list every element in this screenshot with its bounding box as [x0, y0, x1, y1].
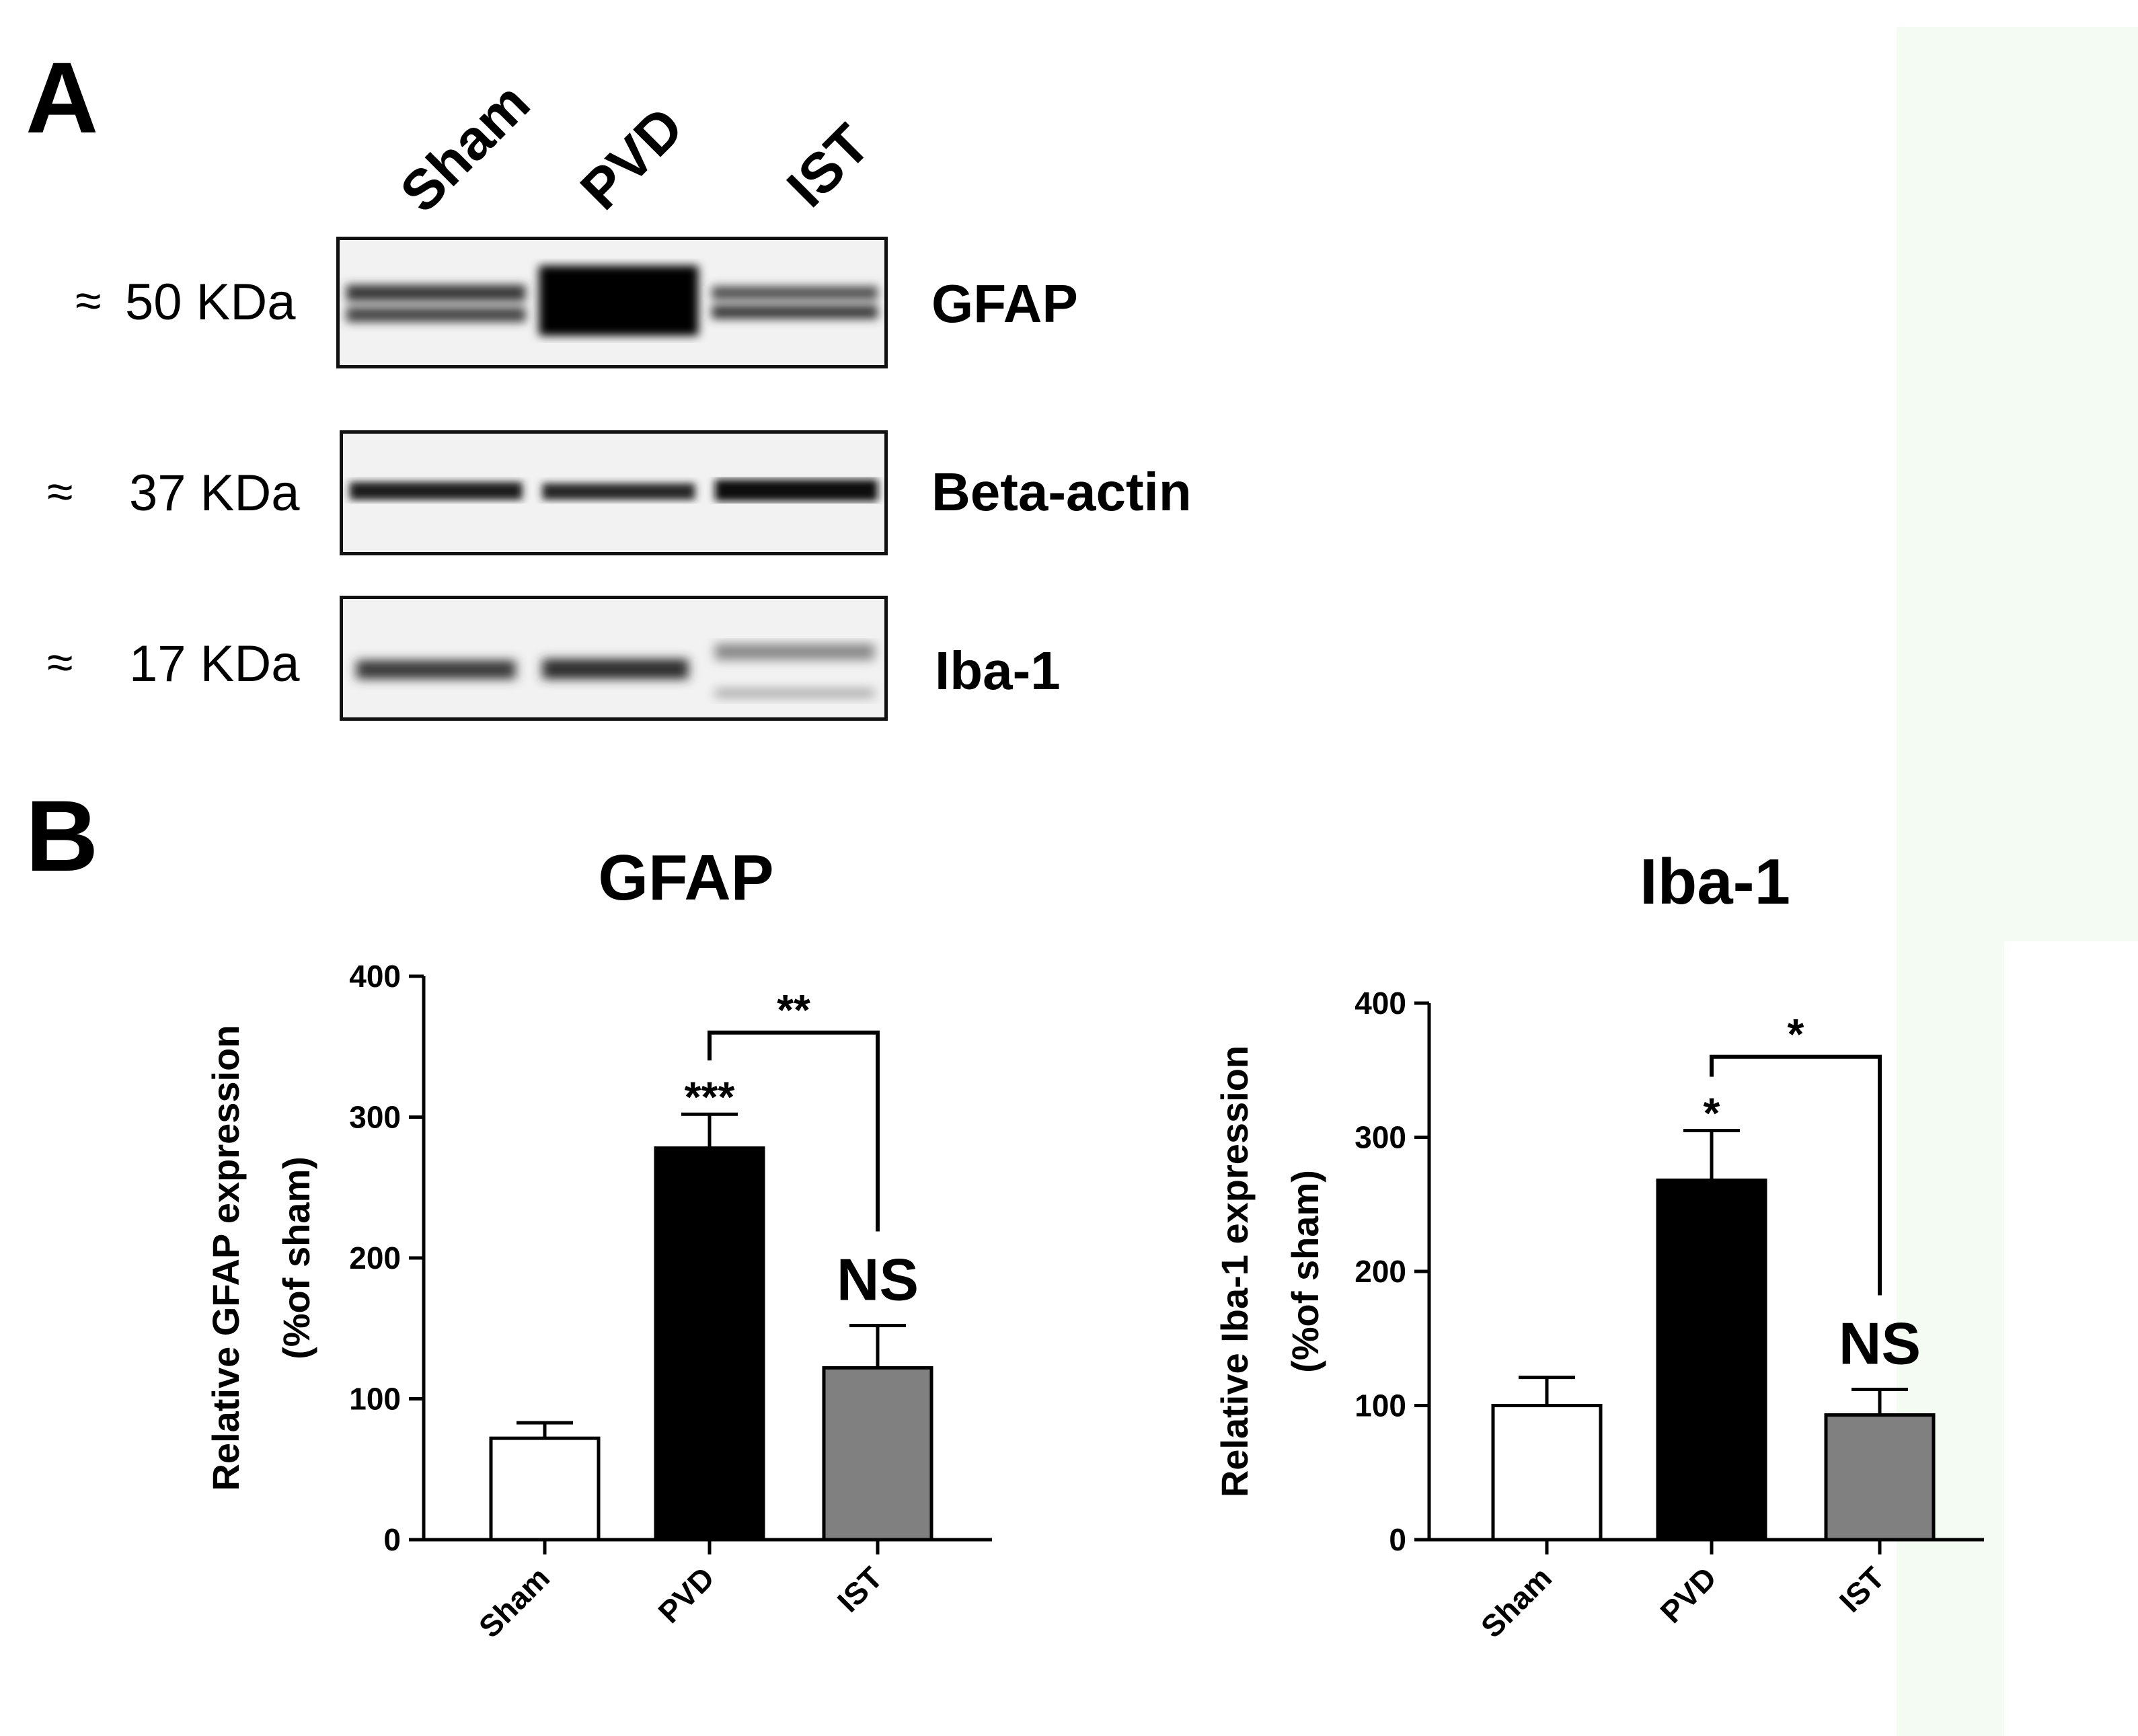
- y-axis-label: Relative Iba-1 expression: [1213, 1045, 1256, 1497]
- bar-sham: [1491, 1404, 1603, 1542]
- protein-label-iba: Iba-1: [935, 641, 1061, 701]
- significance-annotation: *: [1704, 1089, 1720, 1138]
- kda-label-gfap: 50 KDa: [125, 274, 296, 331]
- blot-beta-actin-bands: [349, 479, 878, 502]
- significance-annotation: ***: [685, 1072, 735, 1121]
- blot-gfap: [336, 237, 888, 368]
- x-tick-label: IST: [831, 1560, 889, 1618]
- x-tick-label: PVD: [651, 1560, 721, 1630]
- side-panel-background: [1897, 27, 2138, 941]
- comparison-bracket: [1710, 1054, 1882, 1296]
- blot-iba-1: [340, 596, 888, 721]
- x-tick-label: Sham: [472, 1560, 556, 1644]
- significance-annotation: NS: [1839, 1310, 1921, 1377]
- y-axis-label: (%of sham): [275, 1156, 317, 1359]
- side-panel-background-lower: [1897, 941, 2004, 1736]
- blot-gfap-bands: [346, 265, 878, 336]
- blot-iba-1-bands: [356, 643, 875, 699]
- bar-sham: [489, 1436, 601, 1542]
- y-tick-label: 200: [349, 1240, 401, 1275]
- approx-marker-actin: ≈: [47, 465, 73, 518]
- panel-a-label: A: [26, 41, 99, 154]
- y-tick-label: 200: [1354, 1254, 1406, 1289]
- y-tick-label: 0: [1389, 1522, 1406, 1557]
- y-tick-label: 300: [349, 1100, 401, 1135]
- bar-pvd: [1656, 1178, 1767, 1542]
- x-tick-label: IST: [1833, 1560, 1891, 1618]
- chart-gfap: 0 100 200 300 400 Relative GFAP expression (%o…: [204, 959, 992, 1645]
- significance-annotation: NS: [837, 1247, 919, 1313]
- bar-ist: [822, 1366, 933, 1542]
- y-tick-label: 400: [349, 959, 401, 994]
- bar-ist: [1824, 1413, 1936, 1542]
- kda-label-iba: 17 KDa: [129, 635, 300, 693]
- y-axis-label: (%of sham): [1284, 1170, 1326, 1373]
- x-tick-label: PVD: [1653, 1560, 1723, 1630]
- chart-title-gfap: GFAP: [598, 842, 774, 914]
- bracket-label: *: [1788, 1010, 1804, 1058]
- blot-beta-actin: [340, 430, 888, 555]
- bracket-label: **: [777, 986, 810, 1034]
- y-tick-label: 300: [1354, 1120, 1406, 1155]
- y-tick-label: 100: [349, 1382, 401, 1417]
- bar-pvd: [654, 1146, 765, 1542]
- panel-b-label: B: [26, 779, 99, 892]
- protein-label-actin: Beta-actin: [931, 462, 1192, 522]
- chart-iba-1: 0 100 200 300 400 Relative Iba-1 expression (%…: [1213, 986, 1984, 1645]
- y-tick-label: 100: [1354, 1388, 1406, 1423]
- y-axis-label: Relative GFAP expression: [204, 1025, 247, 1491]
- comparison-bracket: [708, 1030, 880, 1232]
- y-tick-label: 0: [383, 1522, 401, 1557]
- kda-label-actin: 37 KDa: [129, 465, 300, 522]
- approx-marker-iba: ≈: [47, 636, 73, 688]
- chart-title-iba-1: Iba-1: [1639, 846, 1791, 918]
- y-tick-label: 400: [1354, 986, 1406, 1021]
- x-tick-label: Sham: [1474, 1560, 1558, 1644]
- protein-label-gfap: GFAP: [931, 274, 1078, 333]
- approx-marker-gfap: ≈: [75, 274, 102, 327]
